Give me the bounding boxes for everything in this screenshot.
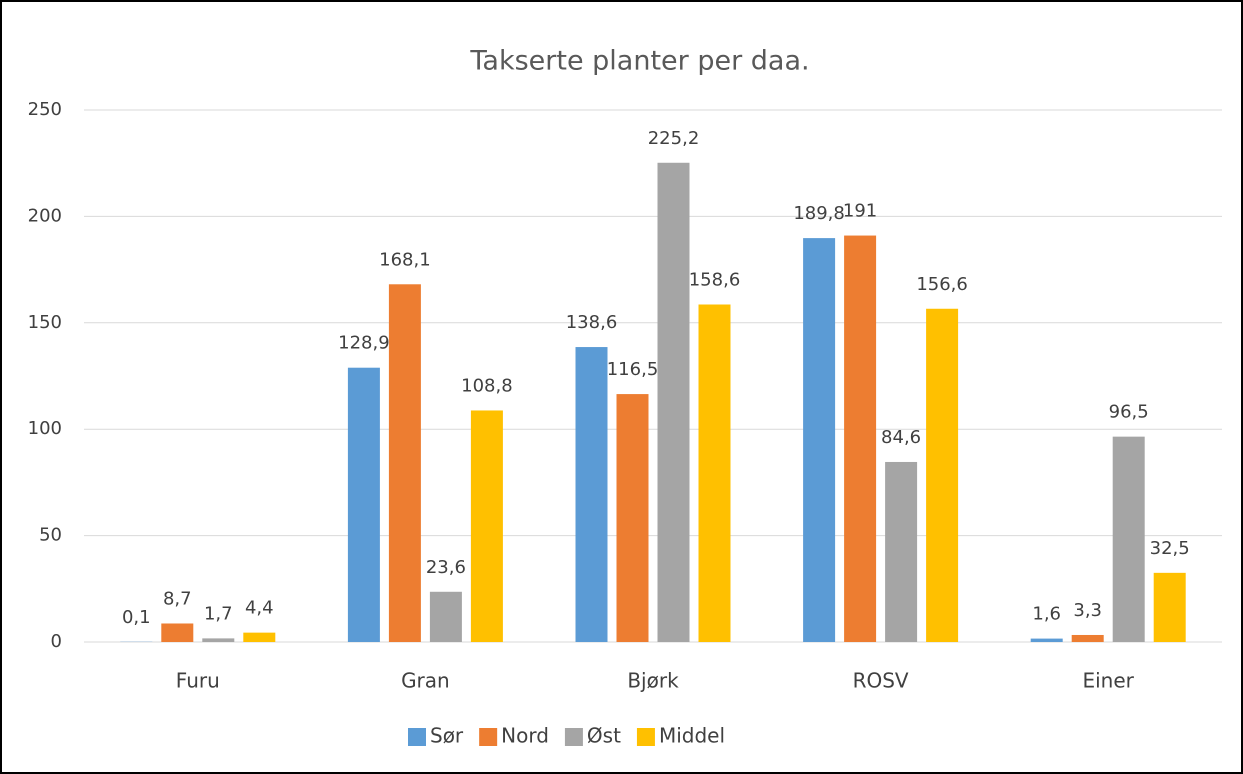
bar [243,632,276,642]
y-tick-label: 200 [28,205,62,226]
data-label: 128,9 [338,333,390,354]
legend-swatch [636,728,655,746]
bar [1112,436,1145,642]
y-tick-label: 0 [51,631,62,652]
x-tick-label: ROSV [853,669,909,693]
data-label: 191 [843,201,877,222]
chart-title: Takserte planter per daa. [469,46,809,77]
bar [575,347,608,642]
data-label: 138,6 [566,312,618,333]
bar [616,394,649,642]
data-label: 4,4 [245,598,274,619]
legend-swatch [564,728,583,746]
x-tick-label: Bjørk [627,669,679,693]
bar [698,304,731,642]
legend-swatch [479,728,498,746]
bar [803,238,836,643]
legend-label: Øst [587,724,621,748]
bar [1153,572,1186,642]
bar [657,162,690,642]
bar [347,367,380,642]
bar [1071,634,1104,642]
data-label: 108,8 [461,375,513,396]
data-label: 32,5 [1150,538,1190,559]
bar [844,235,877,642]
data-label: 23,6 [426,557,466,578]
bar [388,284,421,642]
data-label: 96,5 [1109,402,1149,423]
y-tick-label: 50 [39,525,62,546]
data-label: 0,1 [122,607,151,628]
bar [885,461,918,642]
bar [470,410,503,642]
legend-swatch [408,728,426,746]
bar [161,623,194,642]
bar [1030,638,1063,642]
bar [926,308,959,642]
x-tick-label: Einer [1082,669,1134,693]
data-label: 158,6 [689,269,741,290]
data-label: 168,1 [379,249,431,270]
data-label: 116,5 [607,359,659,380]
y-tick-label: 150 [28,312,62,333]
data-label: 156,6 [916,274,968,295]
legend-label: Nord [501,724,549,748]
x-tick-label: Gran [401,669,450,693]
data-label: 84,6 [881,427,921,448]
data-label: 1,6 [1032,604,1061,625]
x-tick-label: Furu [176,669,220,693]
bar [202,638,235,642]
data-label: 1,7 [204,603,233,624]
data-label: 189,8 [793,203,845,224]
bar [429,591,462,642]
y-tick-label: 100 [28,418,62,439]
legend-label: Sør [430,724,464,748]
legend-label: Middel [659,724,725,748]
data-label: 3,3 [1073,600,1102,621]
data-label: 8,7 [163,588,192,609]
y-tick-label: 250 [28,99,62,120]
data-label: 225,2 [648,128,700,149]
